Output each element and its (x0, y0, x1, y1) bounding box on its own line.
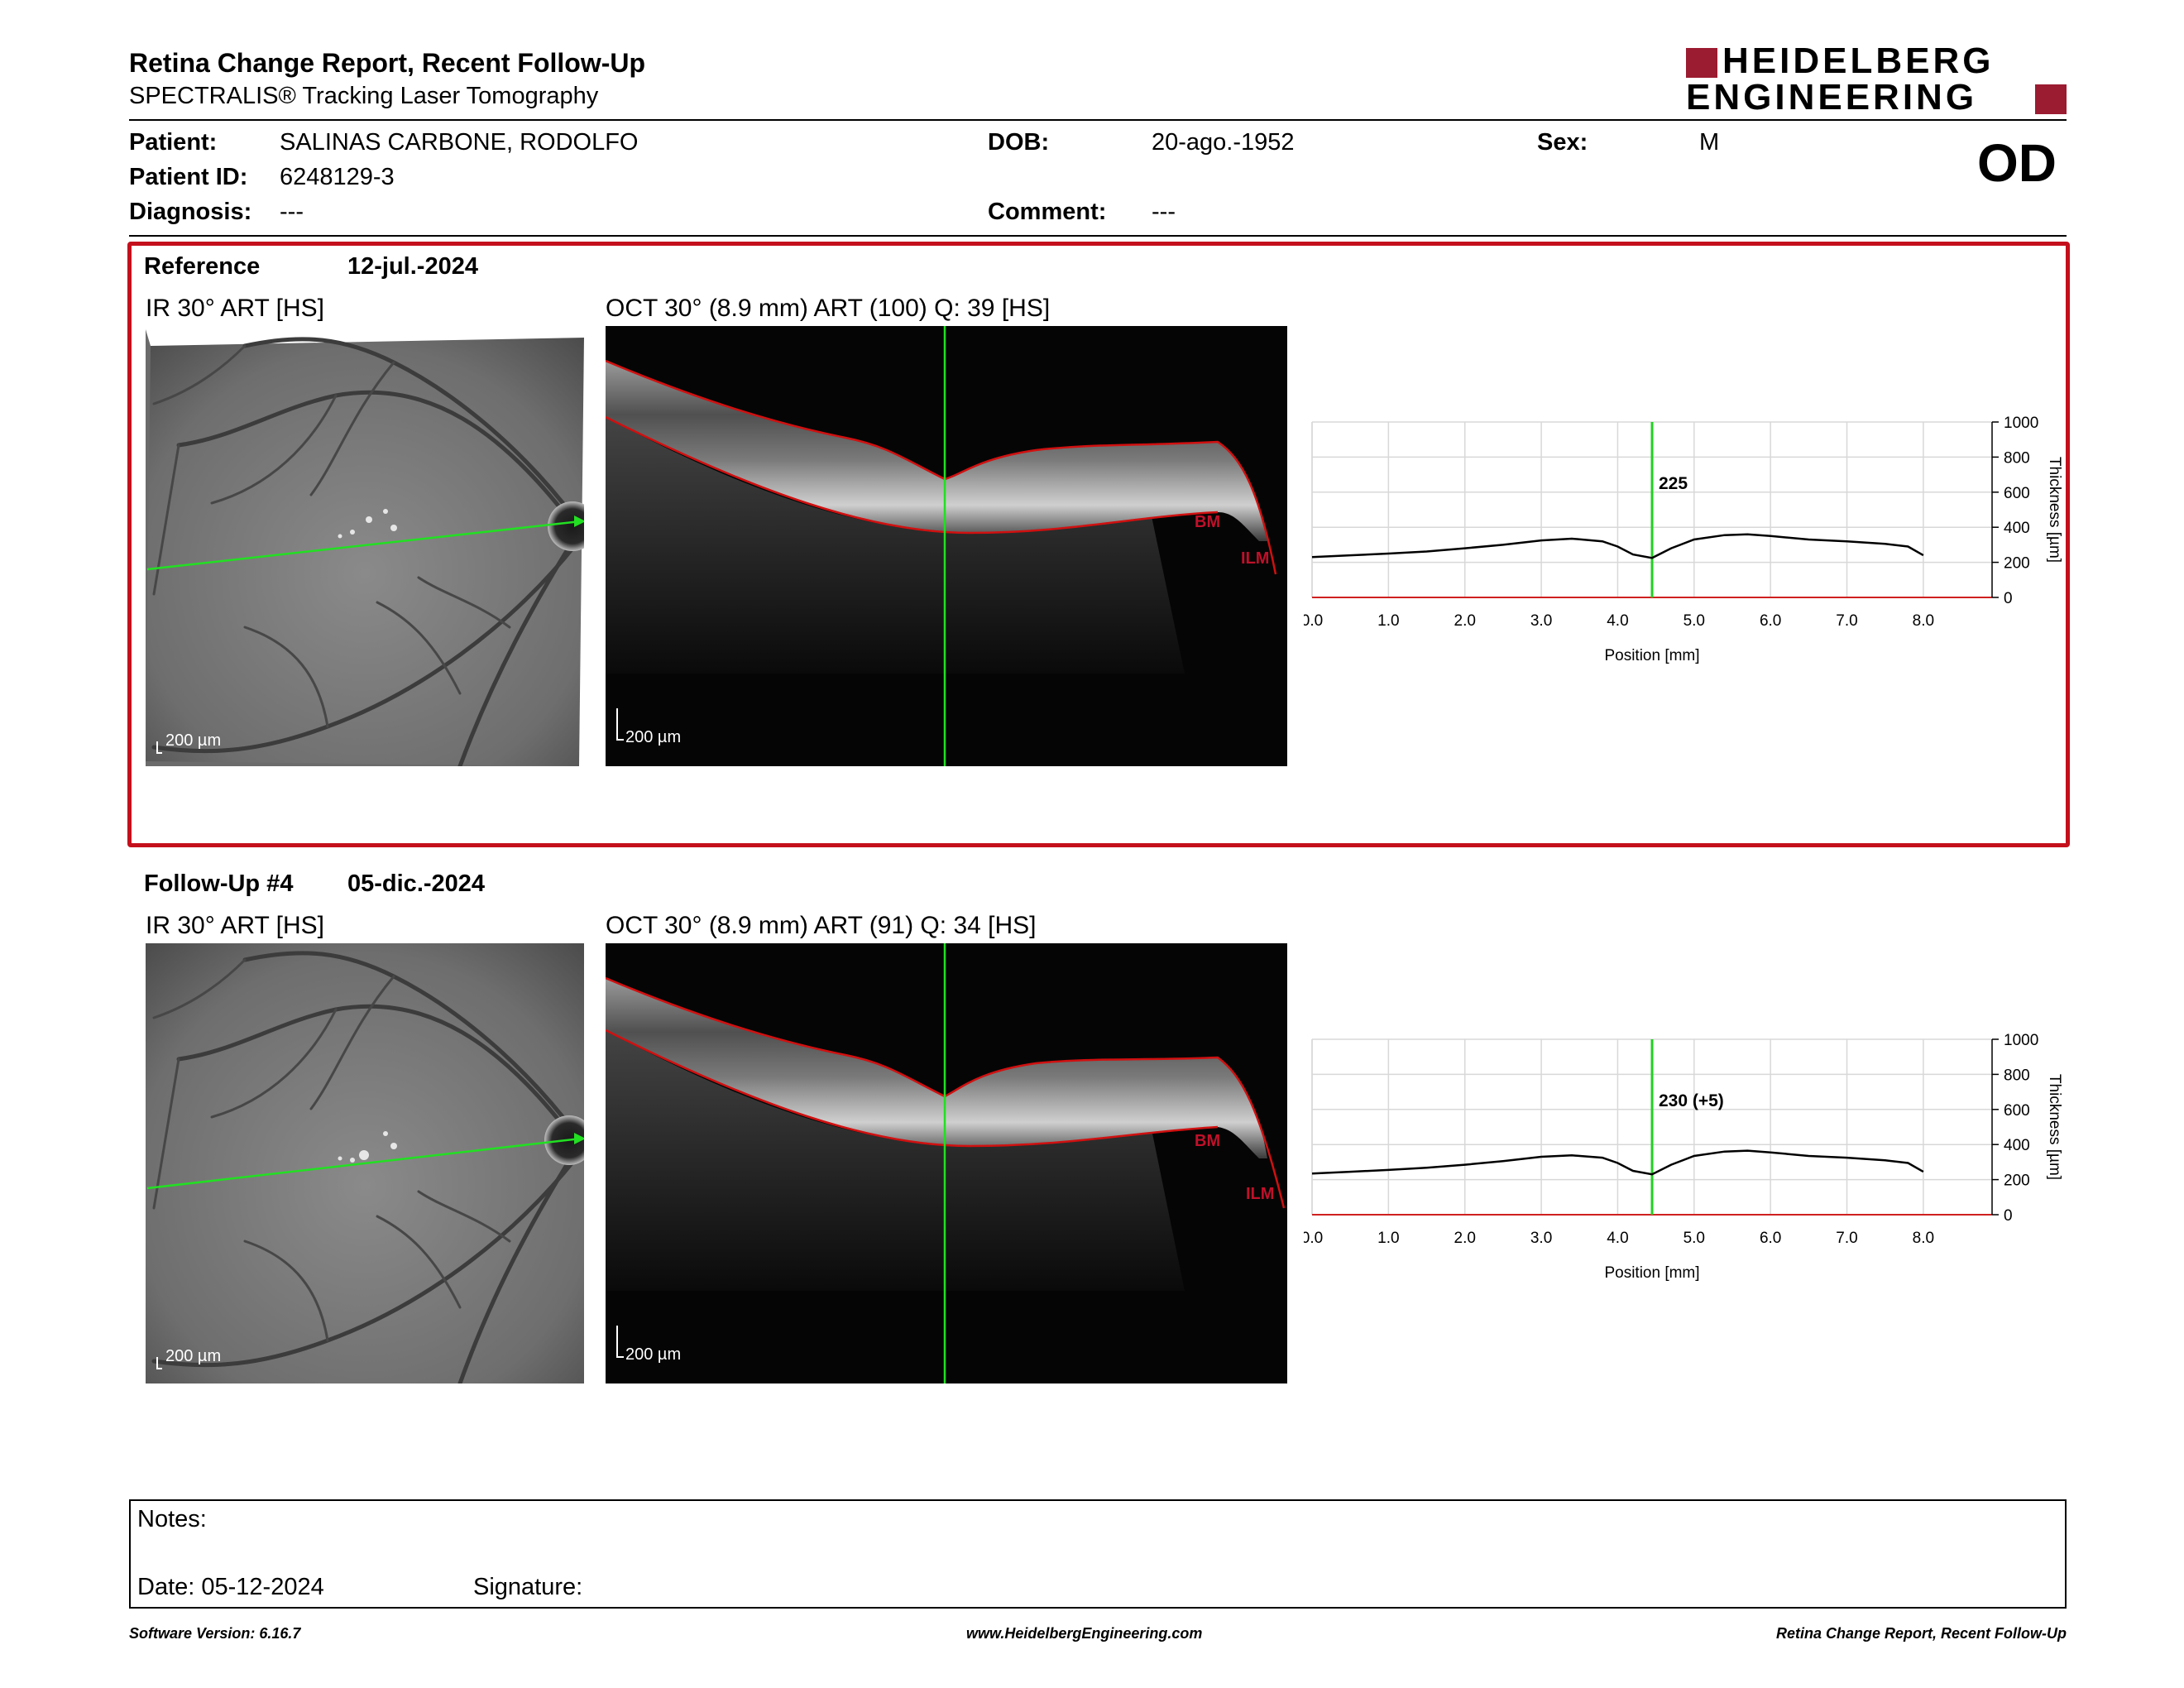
followup-oct-bscan (606, 943, 1286, 1383)
notes-date: Date: 05-12-2024 (137, 1574, 324, 1600)
reference-chart-cursor-value: 225 (1659, 474, 1688, 493)
followup-thickness-chart: 0 200 400 600 800 1000 0.0 1.0 2.0 3.0 4.0 5.0 6.0 7.… (1304, 1032, 2063, 1282)
patient-name: SALINAS CARBONE, RODOLFO (280, 129, 639, 156)
report-subtitle: SPECTRALIS® Tracking Laser Tomography (129, 83, 599, 109)
reference-chart-y-axis-label: Thickness [µm] (2046, 457, 2063, 563)
followup-chart-ytick-label: 200 (2004, 1172, 2030, 1190)
patient-id: 6248129-3 (280, 164, 395, 190)
reference-oct-image: BM ILM 200 µm (606, 326, 1287, 766)
reference-panel (127, 242, 2070, 847)
comment-value: --- (1152, 199, 1176, 225)
reference-chart-ytick-label: 1000 (2004, 415, 2038, 432)
footer-website[interactable]: www.HeidelbergEngineering.com (966, 1625, 1203, 1642)
reference-chart-ytick-label: 800 (2004, 449, 2030, 467)
diagnosis-value: --- (280, 199, 304, 225)
notes-label: Notes: (137, 1506, 207, 1532)
followup-ir-scale: 200 µm (165, 1347, 222, 1365)
followup-chart-xtick-label: 3.0 (1530, 1230, 1552, 1247)
patient-id-label: Patient ID: (129, 164, 248, 190)
followup-oct-image: BM ILM 200 µm (606, 943, 1287, 1383)
footer-report-name: Retina Change Report, Recent Follow-Up (1775, 1625, 2067, 1642)
followup-oct-label: OCT 30° (8.9 mm) ART (91) Q: 34 [HS] (606, 912, 1037, 939)
followup-ir-fundus (146, 943, 584, 1383)
followup-chart-xtick-label: 7.0 (1836, 1230, 1857, 1247)
followup-ilm-label: ILM (1246, 1185, 1275, 1203)
patient-label: Patient: (129, 129, 218, 156)
reference-chart-xtick-label: 4.0 (1607, 612, 1628, 630)
followup-chart-ytick-label: 0 (2004, 1207, 2013, 1225)
reference-chart-xtick-label: 6.0 (1760, 612, 1781, 630)
reference-chart-thickness-line (1311, 533, 1924, 559)
followup-chart-ytick-label: 800 (2004, 1067, 2030, 1084)
sex-value: M (1699, 129, 1720, 156)
reference-ilm-label: ILM (1241, 549, 1270, 568)
reference-chart-xtick-label: 8.0 (1913, 612, 1934, 630)
heidelberg-logo: HEIDELBERG ENGINEERING (1686, 41, 2067, 117)
followup-chart-xtick-label: 4.0 (1607, 1230, 1628, 1247)
reference-chart-ytick-label: 400 (2004, 520, 2030, 537)
reference-chart-x-axis-label: Position [mm] (1604, 647, 1699, 664)
reference-label: Reference (144, 253, 261, 280)
reference-oct-scale: 200 µm (625, 728, 682, 746)
reference-chart-ytick-label: 200 (2004, 555, 2030, 573)
reference-oct-bscan (606, 326, 1277, 766)
reference-chart-xtick-label: 7.0 (1836, 612, 1857, 630)
logo-square-bottom (2035, 84, 2067, 114)
followup-chart-thickness-line (1311, 1149, 1924, 1176)
reference-chart-xtick-label: 5.0 (1684, 612, 1705, 630)
followup-chart-xtick-label: 0.0 (1304, 1230, 1323, 1247)
comment-label: Comment: (988, 199, 1107, 225)
sex-label: Sex: (1537, 129, 1588, 156)
reference-chart-xtick-label: 3.0 (1530, 612, 1552, 630)
followup-chart-xtick-label: 8.0 (1913, 1230, 1934, 1247)
followup-ir-image: 200 µm (146, 943, 584, 1383)
reference-ir-image: 200 µm (146, 329, 584, 766)
eye-indicator: OD (1977, 133, 2057, 193)
header-divider (129, 119, 2067, 121)
followup-chart-xtick-label: 5.0 (1684, 1230, 1705, 1247)
followup-label: Follow-Up #4 (144, 870, 294, 897)
reference-chart-xtick-label: 0.0 (1304, 612, 1323, 630)
followup-ir-label: IR 30° ART [HS] (146, 912, 324, 939)
logo-text-line1: HEIDELBERG (1722, 41, 1995, 81)
reference-chart-ytick-label: 600 (2004, 485, 2030, 502)
dob-label: DOB: (988, 129, 1050, 156)
notes-box[interactable]: Notes: Date: 05-12-2024 Signature: (129, 1499, 2067, 1609)
dob-value: 20-ago.-1952 (1152, 129, 1295, 156)
reference-chart-ytick-label: 0 (2004, 590, 2013, 607)
reference-thickness-chart: 0 200 400 600 800 1000 0.0 1.0 2.0 3.0 4.0 5.0 6.0 7.… (1304, 415, 2063, 664)
patient-divider (129, 235, 2067, 237)
footer-software-version: Software Version: 6.16.7 (129, 1625, 301, 1642)
followup-chart-y-axis-label: Thickness [µm] (2046, 1074, 2063, 1180)
followup-chart-xtick-label: 2.0 (1454, 1230, 1476, 1247)
followup-chart-ytick-label: 400 (2004, 1137, 2030, 1154)
followup-oct-scale: 200 µm (625, 1345, 682, 1364)
report-title: Retina Change Report, Recent Follow-Up (129, 48, 646, 78)
followup-chart-cursor-value: 230 (+5) (1659, 1091, 1724, 1110)
followup-chart-xtick-label: 1.0 (1377, 1230, 1399, 1247)
reference-ir-fundus (146, 329, 584, 766)
reference-ir-label: IR 30° ART [HS] (146, 295, 324, 322)
reference-date: 12-jul.-2024 (347, 253, 478, 280)
followup-chart-ytick-label: 1000 (2004, 1032, 2038, 1049)
followup-date: 05-dic.-2024 (347, 870, 486, 897)
followup-chart-ytick-label: 600 (2004, 1102, 2030, 1120)
followup-chart-x-axis-label: Position [mm] (1604, 1264, 1699, 1282)
followup-bm-label: BM (1195, 1132, 1221, 1150)
reference-ir-scale: 200 µm (165, 731, 222, 750)
logo-text-line2: ENGINEERING (1686, 77, 1978, 117)
followup-chart-xtick-label: 6.0 (1760, 1230, 1781, 1247)
reference-chart-xtick-label: 2.0 (1454, 612, 1476, 630)
diagnosis-label: Diagnosis: (129, 199, 252, 225)
logo-square-top (1686, 48, 1717, 78)
reference-bm-label: BM (1195, 513, 1221, 531)
reference-oct-label: OCT 30° (8.9 mm) ART (100) Q: 39 [HS] (606, 295, 1051, 322)
reference-chart-xtick-label: 1.0 (1377, 612, 1399, 630)
signature-label: Signature: (473, 1574, 583, 1600)
